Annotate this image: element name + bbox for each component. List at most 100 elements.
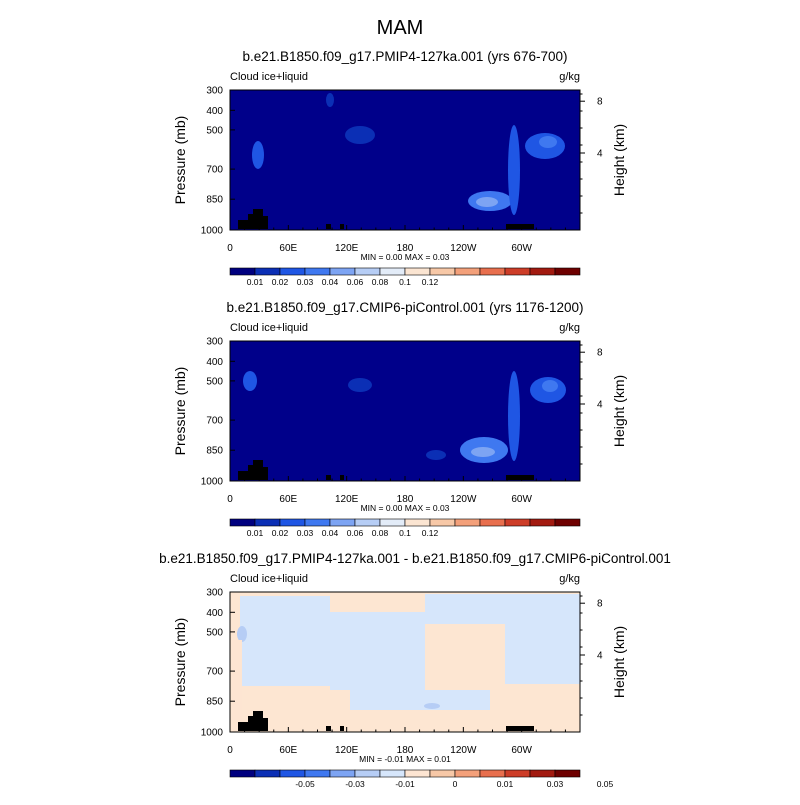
contour-region — [237, 626, 247, 642]
x-tick-label: 120W — [450, 745, 477, 756]
colorbar-swatch — [279, 518, 306, 527]
y-right-tick-label: 4 — [597, 149, 603, 160]
variable-label: Cloud ice+liquid — [230, 71, 308, 83]
colorbar-swatch — [554, 769, 581, 778]
contour-region — [425, 594, 505, 624]
contour-region — [326, 93, 334, 107]
contour-region — [505, 594, 580, 684]
colorbar-swatch — [429, 769, 456, 778]
contour-region — [348, 378, 372, 392]
x-tick-label: 60W — [511, 494, 532, 505]
colorbar-swatch — [329, 267, 356, 276]
contour-region — [350, 690, 490, 710]
terrain-mask — [506, 224, 534, 229]
colorbar-swatch — [354, 769, 381, 778]
colorbar-label: 0.03 — [547, 779, 564, 789]
colorbar-label: 0.01 — [247, 277, 264, 287]
terrain-mask — [340, 224, 344, 229]
colorbar-label: 0.02 — [272, 528, 289, 538]
colorbar-swatch — [254, 267, 281, 276]
terrain-mask — [326, 726, 331, 731]
colorbar-swatch — [404, 769, 431, 778]
minmax-label: MIN = -0.01 MAX = 0.01 — [359, 754, 451, 764]
y-tick-label: 400 — [206, 357, 223, 368]
colorbar-swatch — [304, 769, 331, 778]
colorbar-swatch — [379, 267, 406, 276]
colorbar-label: -0.05 — [295, 779, 315, 789]
y-tick-label: 700 — [206, 667, 223, 678]
colorbar-swatch — [229, 518, 256, 527]
y-tick-label: 700 — [206, 416, 223, 427]
plot-background — [230, 341, 580, 481]
colorbar-swatch — [329, 769, 356, 778]
y-right-tick-label: 4 — [597, 651, 603, 662]
x-tick-label: 60W — [511, 745, 532, 756]
panel-2: b.e21.B1850.f09_g17.CMIP6-piControl.001 … — [172, 300, 627, 538]
colorbar-label: 0.08 — [372, 277, 389, 287]
contour-region — [252, 141, 264, 169]
figure-title: MAM — [377, 17, 424, 39]
x-tick-label: 60W — [511, 243, 532, 254]
colorbar-swatch — [554, 267, 581, 276]
terrain-mask — [260, 467, 268, 480]
panel-title: b.e21.B1850.f09_g17.CMIP6-piControl.001 … — [227, 300, 584, 315]
colorbar-label: 0.04 — [322, 528, 339, 538]
contour-region — [471, 447, 495, 457]
panel-title: b.e21.B1850.f09_g17.PMIP4-127ka.001 (yrs… — [243, 49, 568, 64]
colorbar-swatch — [329, 518, 356, 527]
y-tick-label: 300 — [206, 86, 223, 97]
colorbar-swatch — [479, 769, 506, 778]
terrain-mask — [260, 216, 268, 229]
y-tick-label: 400 — [206, 608, 223, 619]
contour-region — [345, 126, 375, 144]
y-tick-label: 500 — [206, 125, 223, 136]
colorbar-swatch — [429, 518, 456, 527]
y-tick-label: 1000 — [201, 728, 224, 739]
contour-region — [508, 125, 520, 215]
colorbar-label: 0.06 — [347, 528, 364, 538]
x-tick-label: 120E — [335, 243, 359, 254]
colorbar-swatch — [279, 267, 306, 276]
colorbar-swatch — [229, 267, 256, 276]
x-tick-label: 60E — [279, 243, 297, 254]
y-right-tick-label: 8 — [597, 97, 603, 108]
x-tick-label: 60E — [279, 494, 297, 505]
contour-region — [476, 197, 498, 207]
x-tick-label: 0 — [227, 494, 233, 505]
contour-region — [508, 371, 520, 461]
y-tick-label: 850 — [206, 697, 223, 708]
field-contours — [232, 594, 580, 720]
units-label: g/kg — [559, 71, 580, 83]
colorbar-label: 0.03 — [297, 528, 314, 538]
minmax-label: MIN = 0.00 MAX = 0.03 — [361, 252, 450, 262]
y-right-axis-title: Height (km) — [611, 375, 627, 447]
colorbar-swatch — [404, 518, 431, 527]
colorbar-swatch — [229, 769, 256, 778]
colorbar-swatch — [404, 267, 431, 276]
terrain-mask — [248, 465, 256, 480]
colorbar-swatch — [454, 769, 481, 778]
contour-region — [240, 596, 330, 686]
colorbar-swatch — [504, 518, 531, 527]
colorbar-swatch — [354, 267, 381, 276]
colorbar-swatch — [454, 267, 481, 276]
colorbar-swatch — [379, 769, 406, 778]
contour-region — [426, 450, 446, 460]
colorbar-swatch — [554, 518, 581, 527]
colorbar-label: 0 — [453, 779, 458, 789]
terrain-mask — [248, 716, 256, 731]
colorbar-swatch — [254, 769, 281, 778]
colorbar-swatch — [304, 267, 331, 276]
plot-background — [230, 90, 580, 230]
colorbar-swatch — [504, 267, 531, 276]
colorbar-swatch — [479, 267, 506, 276]
y-right-axis-title: Height (km) — [611, 124, 627, 196]
contour-region — [232, 640, 242, 720]
units-label: g/kg — [559, 573, 580, 585]
colorbar-swatch — [254, 518, 281, 527]
y-tick-label: 1000 — [201, 477, 224, 488]
colorbar-label: 0.01 — [247, 528, 264, 538]
terrain-mask — [326, 475, 331, 480]
terrain-mask — [340, 475, 344, 480]
